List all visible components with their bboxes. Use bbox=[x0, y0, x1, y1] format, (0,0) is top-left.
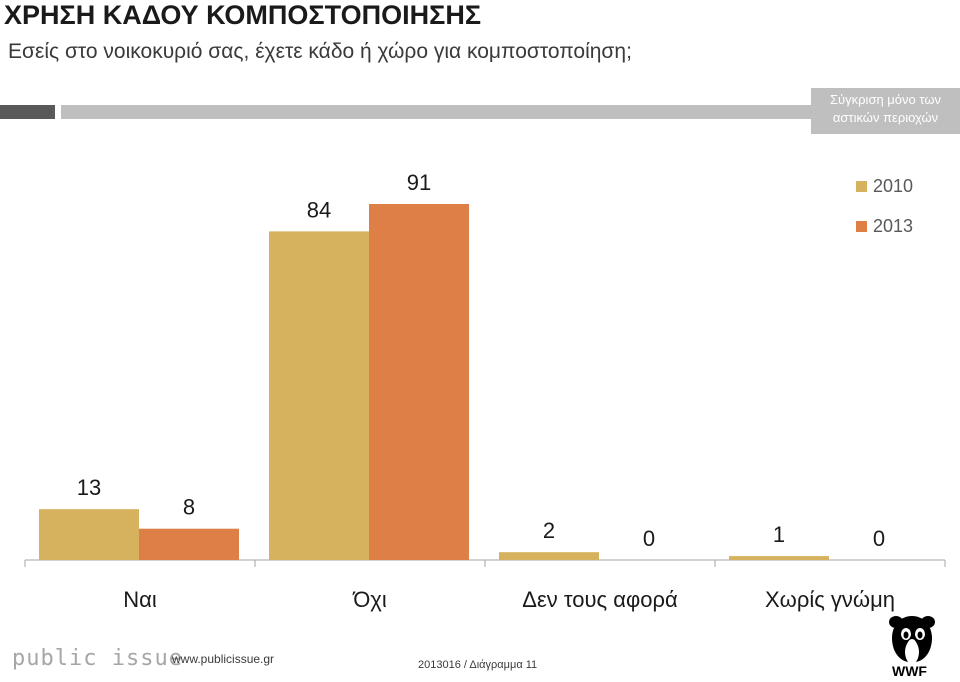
data-label-2013-3: 0 bbox=[873, 526, 885, 551]
legend-swatch-2013 bbox=[856, 221, 867, 232]
category-label-1: Όχι bbox=[352, 587, 387, 612]
category-label-0: Ναι bbox=[123, 587, 157, 612]
footer-reference: 2013016 / Διάγραμμα 11 bbox=[418, 659, 538, 671]
data-label-2010-1: 84 bbox=[307, 197, 331, 222]
bar-2010-3 bbox=[729, 556, 829, 560]
bar-2013-1 bbox=[369, 204, 469, 560]
comparison-note: Σύγκριση μόνο των αστικών περιοχών bbox=[811, 88, 960, 134]
header-divider-light bbox=[61, 105, 811, 119]
bar-2010-0 bbox=[39, 509, 139, 560]
public-issue-logo: public issue bbox=[12, 646, 183, 671]
comparison-note-line1: Σύγκριση μόνο των bbox=[830, 92, 941, 107]
footer-url: www.publicissue.gr bbox=[172, 652, 275, 666]
comparison-note-line2: αστικών περιοχών bbox=[832, 110, 939, 125]
header-divider-dark bbox=[0, 105, 55, 119]
data-label-2013-1: 91 bbox=[407, 170, 431, 195]
data-label-2010-0: 13 bbox=[77, 475, 101, 500]
data-label-2013-2: 0 bbox=[643, 526, 655, 551]
bar-2013-0 bbox=[139, 528, 239, 560]
bar-2010-1 bbox=[269, 231, 369, 560]
data-label-2010-2: 2 bbox=[543, 518, 555, 543]
legend-swatch-2010 bbox=[856, 181, 867, 192]
panda-logo-icon bbox=[889, 616, 935, 662]
category-label-2: Δεν τους αφορά bbox=[522, 587, 678, 612]
page-title: ΧΡΗΣΗ ΚΑΔΟΥ ΚΟΜΠΟΣΤΟΠΟΙΗΣΗΣ bbox=[4, 0, 482, 30]
data-label-2013-0: 8 bbox=[183, 495, 195, 520]
page-subtitle: Εσείς στο νοικοκυριό σας, έχετε κάδο ή χ… bbox=[8, 40, 632, 63]
data-label-2010-3: 1 bbox=[773, 522, 785, 547]
legend-label-2013: 2013 bbox=[873, 216, 913, 236]
legend-label-2010: 2010 bbox=[873, 176, 913, 196]
wwf-label: WWF bbox=[892, 663, 927, 679]
bar-2010-2 bbox=[499, 552, 599, 560]
category-label-3: Χωρίς γνώμη bbox=[765, 587, 895, 612]
